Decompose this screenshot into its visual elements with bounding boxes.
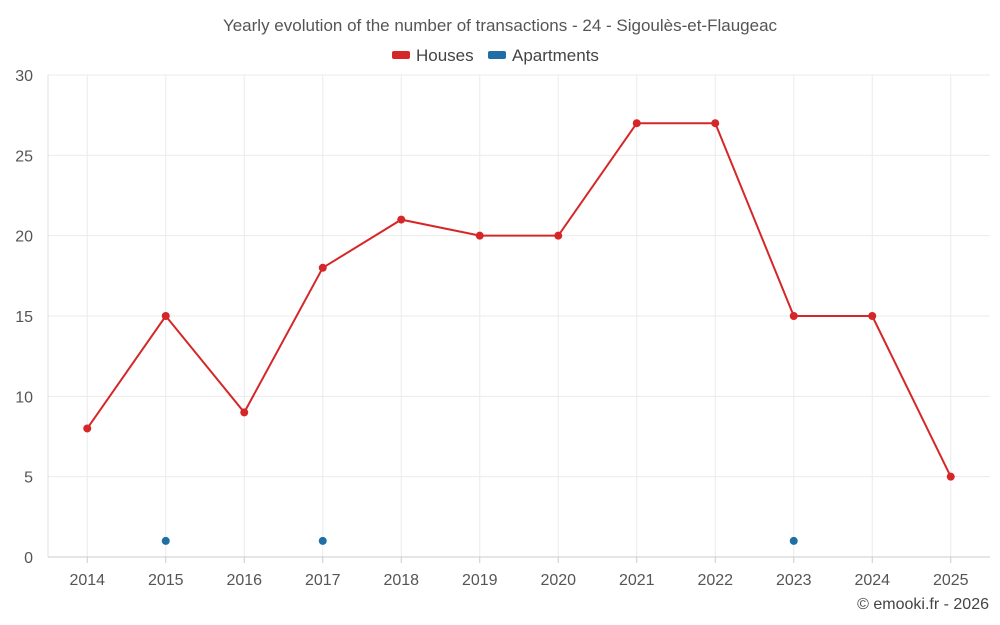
y-tick-label: 5 (24, 470, 33, 487)
legend-item-houses[interactable]: Houses (392, 46, 474, 65)
x-tick-label: 2021 (619, 572, 655, 589)
legend-swatch-apartments (488, 51, 506, 59)
x-tick-label: 2016 (226, 572, 262, 589)
data-point-houses[interactable] (240, 408, 249, 417)
x-tick-label: 2023 (776, 572, 812, 589)
data-point-houses[interactable] (397, 215, 406, 224)
legend-label-houses: Houses (416, 46, 474, 65)
data-point-apartments[interactable] (161, 536, 170, 545)
data-point-houses[interactable] (868, 312, 877, 320)
data-point-apartments[interactable] (318, 536, 327, 545)
y-tick-label: 30 (15, 68, 33, 85)
data-point-houses[interactable] (946, 472, 955, 481)
series-line-houses (86, 122, 952, 478)
y-tick-label: 0 (24, 550, 33, 567)
data-point-houses[interactable] (161, 312, 170, 320)
data-point-houses[interactable] (789, 312, 798, 320)
data-point-houses[interactable] (711, 119, 720, 128)
credit-text: © emooki.fr - 2026 (857, 596, 989, 613)
x-tick-label: 2019 (462, 572, 498, 589)
series-houses (83, 119, 955, 481)
data-point-houses[interactable] (475, 231, 484, 240)
data-point-houses[interactable] (318, 263, 327, 272)
y-tick-label: 10 (15, 389, 33, 406)
y-tick-label: 20 (15, 229, 33, 246)
x-tick-label: 2022 (697, 572, 733, 589)
x-tick-label: 2014 (69, 572, 105, 589)
y-tick-label: 15 (15, 309, 33, 326)
legend[interactable]: Houses Apartments (392, 46, 599, 65)
data-point-houses[interactable] (554, 231, 563, 240)
x-tick-label: 2018 (383, 572, 419, 589)
data-point-apartments[interactable] (789, 536, 798, 545)
data-point-houses[interactable] (632, 119, 641, 128)
chart-title: Yearly evolution of the number of transa… (223, 16, 778, 35)
legend-label-apartments: Apartments (512, 46, 599, 65)
series (83, 119, 955, 545)
legend-item-apartments[interactable]: Apartments (488, 46, 599, 65)
x-tick-label: 2025 (933, 572, 969, 589)
x-tick-label: 2017 (305, 572, 341, 589)
y-tick-label: 25 (15, 148, 33, 165)
legend-swatch-houses (392, 51, 410, 59)
data-point-houses[interactable] (83, 424, 92, 433)
series-apartments (161, 536, 798, 545)
x-tick-label: 2020 (540, 572, 576, 589)
x-tick-label: 2015 (148, 572, 184, 589)
x-tick-label: 2024 (854, 572, 890, 589)
